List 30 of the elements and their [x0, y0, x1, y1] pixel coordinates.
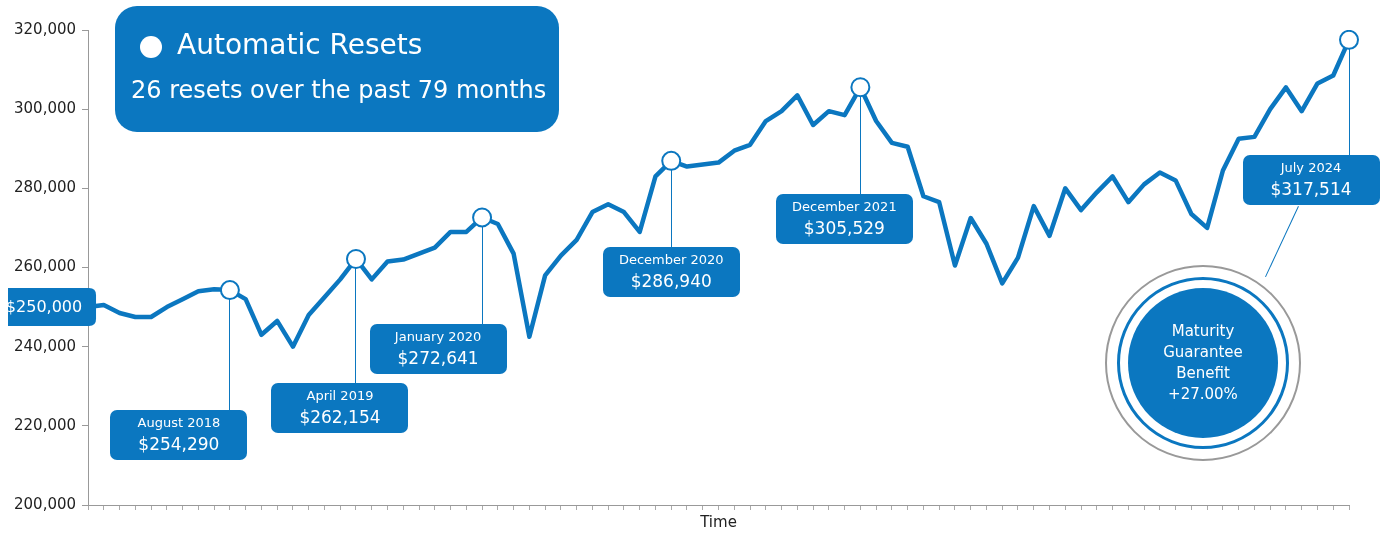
annotation: January 2020: [393, 329, 483, 345]
point: [1339, 30, 1359, 50]
annotation: August 2018: [136, 415, 222, 431]
annotation: $272,641: [396, 348, 480, 369]
annotation: April 2019: [305, 387, 375, 403]
point: [345, 248, 366, 269]
annotation: Maturity Guarantee Benefit +27.00%: [1162, 321, 1244, 405]
annotation: $262,154: [298, 406, 382, 427]
x-axis-title: Time: [699, 512, 737, 531]
y-tick-label: 320,000: [14, 19, 77, 38]
annotation: $317,514: [1269, 178, 1353, 199]
point: [219, 280, 240, 301]
annotation: December 2021: [791, 199, 898, 215]
annotation: $254,290: [137, 434, 221, 455]
data-label: $250,000: [5, 297, 83, 317]
y-tick-label: 260,000: [14, 257, 77, 276]
annotation: $286,940: [629, 270, 713, 291]
y-tick-label: 240,000: [14, 336, 77, 355]
annotation: 26 resets over the past 79 months: [131, 76, 547, 104]
point: [472, 207, 493, 228]
annotation: $305,529: [802, 218, 886, 239]
point: [850, 77, 871, 98]
y-tick-label: 200,000: [14, 494, 77, 513]
annotation: July 2024: [1279, 159, 1343, 175]
y-tick-label: 300,000: [14, 99, 77, 118]
point: [661, 150, 682, 171]
annotation: Automatic Resets: [177, 28, 423, 61]
y-tick-label: 220,000: [14, 415, 77, 434]
y-tick-label: 280,000: [14, 178, 77, 197]
annotation: December 2020: [617, 251, 725, 267]
